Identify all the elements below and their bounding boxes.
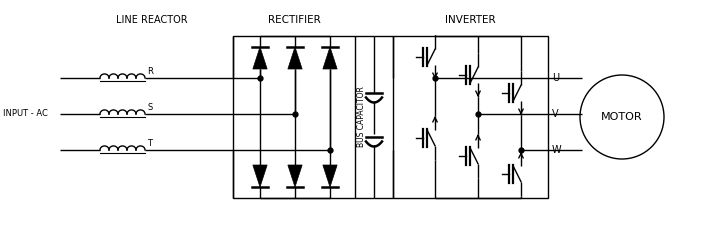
Text: BUS CAPACITOR: BUS CAPACITOR: [358, 87, 367, 148]
Polygon shape: [288, 165, 302, 187]
Text: V: V: [552, 109, 559, 119]
Text: MOTOR: MOTOR: [601, 112, 643, 122]
Polygon shape: [323, 165, 337, 187]
Polygon shape: [323, 47, 337, 69]
Text: LINE REACTOR: LINE REACTOR: [116, 15, 188, 25]
Polygon shape: [288, 47, 302, 69]
Text: INPUT - AC: INPUT - AC: [3, 110, 48, 118]
Text: U: U: [552, 73, 559, 83]
Bar: [233, 36, 355, 198]
Bar: [393, 36, 548, 198]
Text: S: S: [147, 103, 152, 112]
Text: RECTIFIER: RECTIFIER: [268, 15, 320, 25]
Text: W: W: [552, 145, 562, 155]
Text: INVERTER: INVERTER: [445, 15, 496, 25]
Polygon shape: [253, 47, 267, 69]
Text: T: T: [147, 139, 152, 148]
Polygon shape: [253, 165, 267, 187]
Text: R: R: [147, 67, 153, 76]
